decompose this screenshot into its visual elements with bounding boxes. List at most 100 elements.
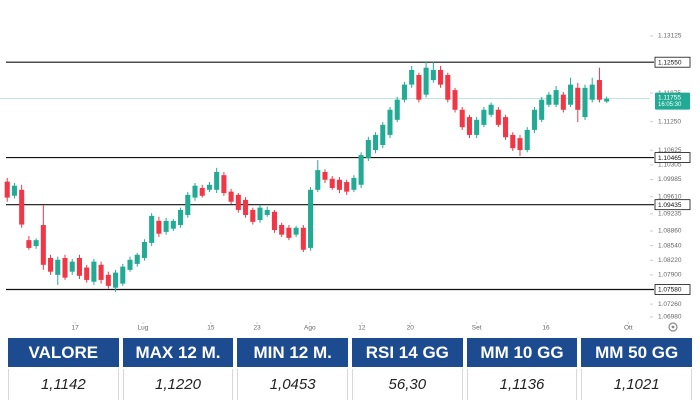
- candle-body: [156, 220, 162, 234]
- level-label: 1.07580: [658, 287, 682, 294]
- table-cell: 1,1021: [581, 369, 692, 400]
- candle-body: [452, 90, 458, 110]
- candle-body: [315, 170, 321, 190]
- candle-body: [344, 182, 350, 192]
- level-label: 1.10465: [658, 155, 682, 162]
- candle-body: [510, 134, 516, 149]
- candle-body: [293, 227, 299, 235]
- candle-body: [48, 257, 54, 272]
- candle-body: [214, 171, 220, 190]
- candle-body: [192, 185, 198, 198]
- candle-body: [604, 98, 610, 102]
- candle-body: [250, 209, 256, 222]
- candle-body: [546, 94, 552, 105]
- candle-body: [271, 211, 277, 231]
- candle-body: [257, 207, 263, 221]
- x-tick-label: 23: [253, 325, 261, 332]
- y-tick-label: 1.09610: [658, 193, 682, 200]
- candle-body: [178, 209, 184, 226]
- candle-body: [459, 109, 465, 128]
- y-tick-label: 1.08540: [658, 242, 682, 249]
- candle-body: [358, 155, 364, 185]
- y-tick-label: 1.08220: [658, 257, 682, 264]
- candle-body: [279, 225, 285, 235]
- last-price-tag: [655, 92, 690, 110]
- level-box: [654, 284, 691, 295]
- candle-body: [11, 185, 17, 196]
- candle-body: [199, 187, 205, 196]
- candle-body: [531, 109, 537, 130]
- y-tick-label: 1.09235: [658, 211, 682, 218]
- table-header-cell: RSI 14 GG: [351, 338, 463, 367]
- candle-body: [76, 257, 82, 276]
- candle-body: [401, 84, 407, 100]
- candle-body: [141, 241, 147, 258]
- x-tick-label: Ott: [624, 325, 633, 332]
- candle-body: [466, 117, 472, 135]
- candle-body: [336, 179, 342, 190]
- candle-body: [430, 69, 436, 81]
- candle-body: [113, 272, 119, 288]
- candle-body: [488, 104, 494, 115]
- candle-body: [235, 194, 241, 210]
- candle-body: [163, 220, 169, 232]
- last-price-time: 16:05:30: [658, 102, 682, 108]
- table-cell: 1,0453: [237, 369, 348, 400]
- candle-body: [445, 75, 451, 100]
- level-box: [654, 199, 691, 211]
- stats-table: VALORE MAX 12 M. MIN 12 M. RSI 14 GG MM 10 G…: [8, 338, 692, 400]
- candle-body: [495, 109, 501, 125]
- candle-body: [228, 191, 234, 202]
- y-tick-label: 1.11250: [658, 118, 681, 125]
- last-price-label: 1.11755: [658, 94, 681, 101]
- x-tick-label: 15: [207, 325, 215, 332]
- candle-body: [351, 177, 357, 190]
- candle-body: [221, 175, 227, 194]
- x-tick-label: 12: [358, 325, 366, 332]
- candle-body: [55, 259, 61, 275]
- candle-body: [105, 274, 111, 286]
- chart: 1.131251.118751.112501.106251.103051.099…: [0, 33, 691, 332]
- table-header-cell: MAX 12 M.: [122, 338, 234, 367]
- candle-body: [69, 261, 75, 272]
- table-cell: 1,1136: [466, 369, 578, 400]
- candle-body: [149, 215, 155, 243]
- level-label: 1.12550: [658, 59, 682, 66]
- settings-icon[interactable]: [668, 322, 678, 332]
- candle-body: [380, 124, 386, 145]
- candle-body: [365, 139, 371, 159]
- candle-body: [416, 75, 422, 100]
- y-tick-label: 1.10305: [658, 162, 682, 169]
- table-header-cell: MIN 12 M.: [237, 338, 348, 367]
- candle-body: [286, 227, 292, 238]
- y-tick-label: 1.06980: [658, 314, 682, 321]
- candle-body: [481, 109, 487, 125]
- candle-body: [300, 227, 306, 250]
- table-cell: 1,1220: [122, 369, 234, 400]
- candle-body: [524, 129, 530, 151]
- candle-body: [33, 240, 39, 247]
- candle-body: [84, 267, 90, 280]
- candle-body: [568, 84, 574, 105]
- y-tick-label: 1.07260: [658, 301, 682, 308]
- y-tick-label: 1.09985: [658, 176, 682, 183]
- candle-body: [560, 94, 566, 110]
- candle-body: [134, 254, 140, 264]
- level-box: [654, 56, 691, 68]
- table-cell: 56,30: [351, 369, 463, 400]
- candle-body: [373, 134, 379, 151]
- candle-body: [553, 90, 559, 105]
- candle-body: [517, 138, 523, 151]
- candle-body: [243, 199, 249, 215]
- candle-body: [329, 178, 335, 188]
- candle-body: [474, 119, 480, 135]
- y-tick-label: 1.07900: [658, 272, 682, 279]
- candle-body: [322, 171, 328, 180]
- table-header-cell: VALORE: [8, 338, 119, 367]
- candle-body: [127, 259, 133, 270]
- candle-body: [19, 189, 25, 225]
- x-tick-label: 20: [407, 325, 415, 332]
- candle-body: [589, 84, 595, 100]
- settings-icon-dot: [671, 325, 675, 329]
